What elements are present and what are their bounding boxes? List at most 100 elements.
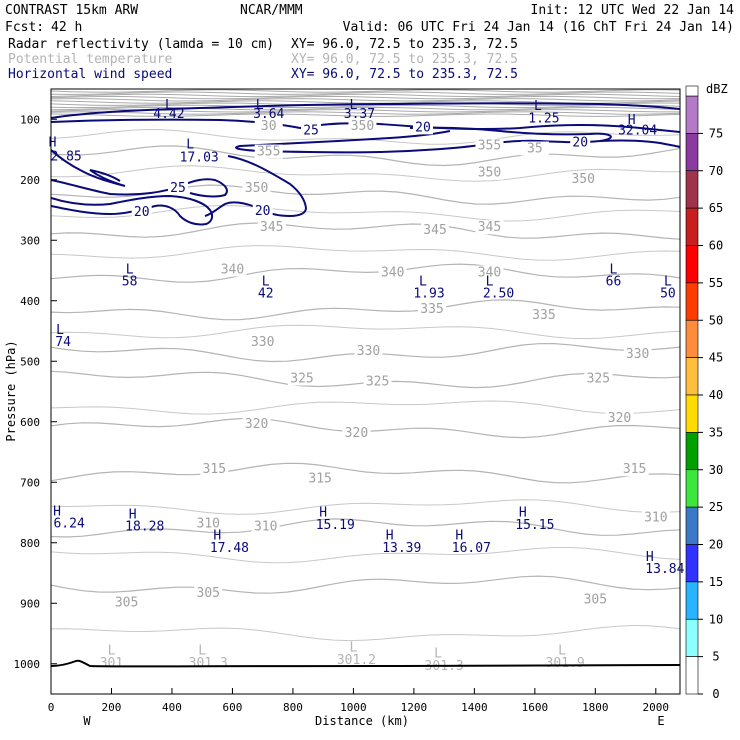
extremum-marker: H	[455, 529, 463, 544]
isentrope-305	[51, 575, 680, 594]
isentrope-filler	[51, 324, 680, 340]
extremum-value: 15.19	[316, 518, 355, 533]
colorbar-label: 65	[709, 201, 723, 215]
upper-isentrope	[51, 89, 680, 93]
x-tick-label: 2000	[643, 701, 670, 714]
extremum-value: 13.39	[382, 541, 421, 556]
theta-label-bg	[257, 220, 286, 235]
theta-label: 315	[623, 462, 646, 477]
theta-label: 330	[626, 347, 649, 362]
theta-label-bg	[254, 119, 283, 134]
colorbar-label: 30	[709, 463, 723, 477]
x-tick-label: 200	[102, 701, 122, 714]
x-tick-label: 400	[162, 701, 182, 714]
colorbar-swatch	[685, 656, 699, 695]
theta-label: 35	[527, 142, 543, 157]
extremum-marker: L	[610, 263, 618, 278]
theta-label-bg	[254, 144, 283, 159]
isentrope-355	[51, 145, 680, 167]
east-label: E	[657, 714, 664, 728]
extremum-marker: L	[56, 323, 64, 338]
wind-label-bg	[570, 135, 591, 150]
extremum-marker: H	[386, 529, 394, 544]
colorbar-swatch	[685, 282, 699, 321]
theta-label: 340	[381, 266, 404, 281]
wind-label-bg	[252, 203, 273, 218]
colorbar-swatch	[685, 357, 699, 396]
colorbar-label: 40	[709, 388, 723, 402]
extremum-value: 50	[660, 287, 676, 302]
theta-label: 350	[245, 181, 268, 196]
isentrope-310	[51, 518, 680, 538]
x-tick-label: 1200	[401, 701, 428, 714]
isentrope-filler	[51, 400, 680, 415]
colorbar-label: 25	[709, 500, 723, 514]
theta-label-bg	[200, 462, 229, 477]
theta-label-bg	[569, 171, 598, 186]
extremum-value: 2.50	[483, 287, 514, 302]
wind-label: 20	[134, 205, 150, 220]
isentrope-filler	[51, 624, 680, 642]
extremum-marker: L	[126, 263, 134, 278]
extremum-value: 18.28	[125, 520, 164, 535]
theta-label-bg	[306, 471, 335, 486]
x-tick-label: 1000	[340, 701, 367, 714]
extremum-value: 6.24	[53, 517, 84, 532]
y-tick-label: 1000	[14, 658, 41, 671]
wind-label-bg	[412, 120, 433, 135]
y-tick-label: 800	[20, 537, 40, 550]
isentrope-filler	[51, 165, 680, 182]
valid-time: Valid: 06 UTC Fri 24 Jan 14 (16 ChT Fri …	[343, 20, 734, 35]
wind-contour-jet-mid	[51, 118, 680, 133]
theta-label: 335	[420, 302, 443, 317]
model-title: CONTRAST 15km ARW	[5, 3, 138, 18]
theta-label: 330	[357, 344, 380, 359]
extremum-marker: L	[349, 641, 357, 656]
colorbar-label: 15	[709, 575, 723, 589]
extremum-marker: L	[198, 644, 206, 659]
colorbar-label: 60	[709, 239, 723, 253]
theta-label-bg	[287, 371, 316, 386]
wind-label-bg	[168, 180, 189, 195]
y-axis: 100 200 300 400 500 600 700 800 900 1000	[14, 113, 57, 671]
theta-label: 345	[260, 220, 283, 235]
wind-contour-25-west	[51, 149, 126, 187]
isentrope-335	[51, 299, 680, 321]
extremum-value: 301.9	[546, 656, 585, 671]
extremum-marker: L	[108, 644, 116, 659]
y-tick-label: 300	[20, 234, 40, 247]
theta-label: 345	[423, 223, 446, 238]
theta-label: 305	[197, 586, 220, 601]
colorbar-swatch	[685, 469, 699, 508]
upper-isentrope	[51, 93, 680, 98]
wind-label: 20	[572, 135, 588, 150]
colorbar-swatch	[685, 95, 699, 134]
plot-frame	[50, 88, 681, 695]
theta-label-bg	[584, 371, 613, 386]
theta-label-bg	[242, 416, 271, 431]
extremum-marker: H	[53, 505, 61, 520]
upper-isentrope	[51, 95, 680, 100]
theta-label-bg	[194, 586, 223, 601]
colorbar-unit: dBZ	[706, 82, 728, 96]
field-3-xy: XY= 96.0, 72.5 to 235.3, 72.5	[291, 67, 518, 82]
upper-isentrope	[51, 111, 680, 115]
upper-isentrope	[51, 91, 680, 95]
extremum-value: 66	[606, 275, 622, 290]
west-label: W	[83, 714, 91, 728]
theta-label: 320	[245, 417, 268, 432]
extremum-marker: L	[558, 644, 566, 659]
y-axis-title: Pressure (hPa)	[4, 340, 18, 441]
colorbar-swatch	[685, 170, 699, 209]
extremum-marker: L	[419, 275, 427, 290]
theta-label: 325	[290, 371, 313, 386]
colorbar-swatch	[685, 506, 699, 545]
extremum-marker: H	[49, 135, 57, 150]
wind-label-bg	[301, 123, 322, 138]
theta-label-bg	[641, 510, 670, 525]
theta-label-bg	[475, 165, 504, 180]
colorbar-swatch	[685, 618, 699, 657]
x-axis: 0 200 400 600 800 1000 1200 1400 1600 1800 2000	[48, 688, 669, 714]
theta-label: 355	[257, 145, 280, 160]
